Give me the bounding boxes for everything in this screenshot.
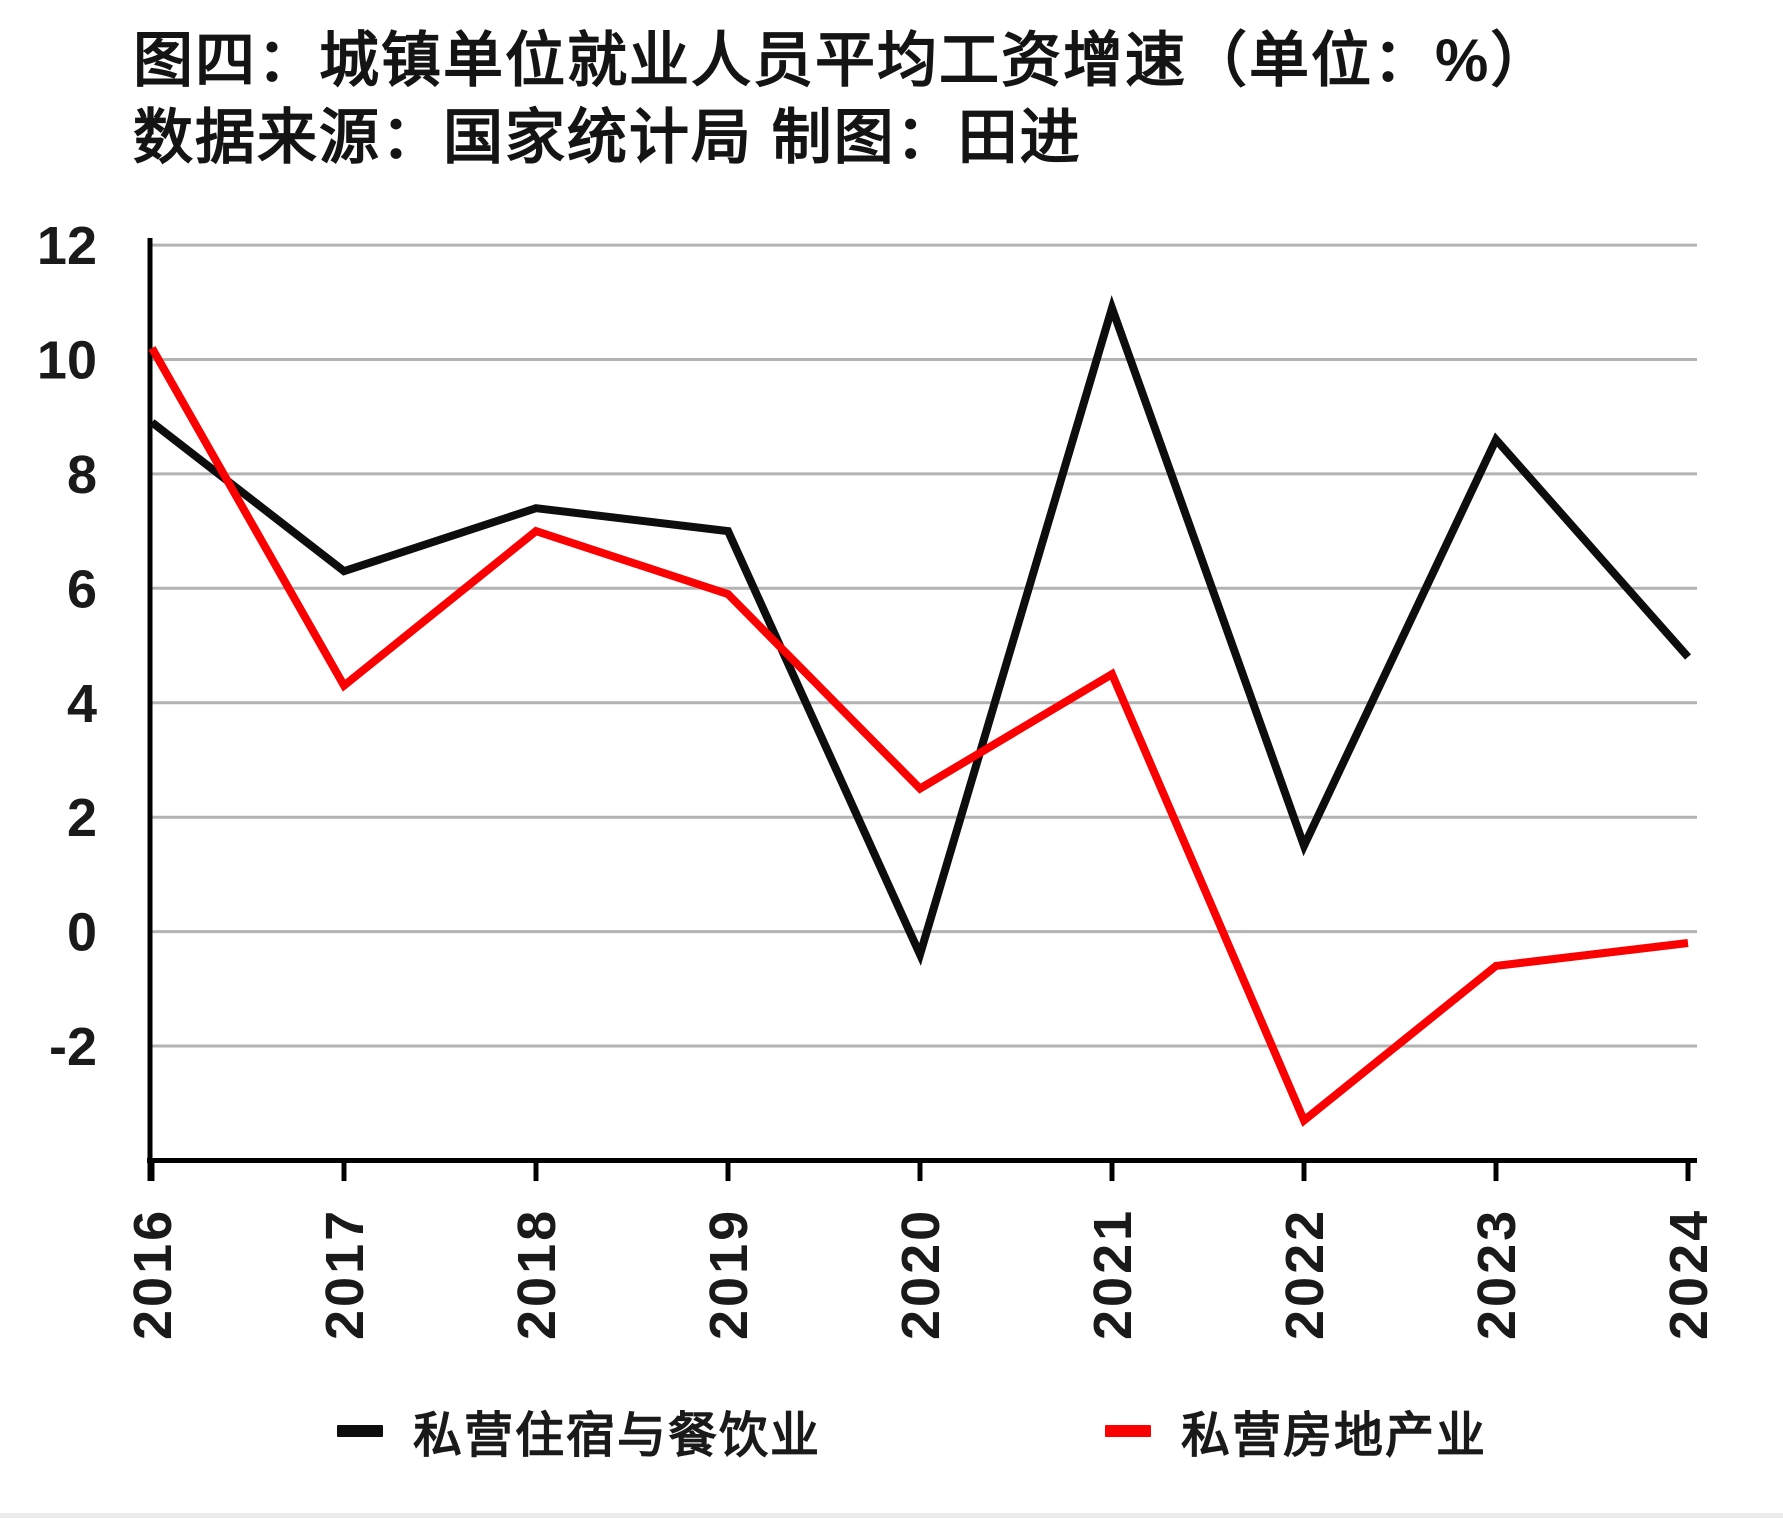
y-axis-label-8: 8 <box>67 445 97 505</box>
y-axis-label-10: 10 <box>37 331 97 391</box>
series-line-0 <box>149 295 1691 966</box>
legend-swatch-red-series <box>1105 1425 1151 1437</box>
y-axis-label-0: 0 <box>67 903 97 963</box>
y-axis-label-12: 12 <box>37 216 97 276</box>
x-axis-label-2018: 2018 <box>507 1208 567 1340</box>
x-axis-label-2020: 2020 <box>891 1208 951 1340</box>
x-axis-label-2023: 2023 <box>1467 1208 1527 1340</box>
page-bottom-border <box>0 1513 1783 1518</box>
legend-label-private-real-estate: 私营房地产业 <box>1181 1408 1488 1463</box>
chart-legend: 私营住宿与餐饮业 私营房地产业 <box>0 1401 1783 1463</box>
y-axis-label-2: 2 <box>67 788 97 848</box>
x-axis-label-2019: 2019 <box>699 1208 759 1340</box>
chart-header: 图四：城镇单位就业人员平均工资增速（单位：%） 数据来源：国家统计局 制图：田进 <box>133 22 1552 176</box>
chart-title: 图四：城镇单位就业人员平均工资增速（单位：%） <box>133 27 1553 94</box>
chart-source-note: 数据来源：国家统计局 制图：田进 <box>133 104 1082 171</box>
y-axis-label-6: 6 <box>67 559 97 619</box>
legend-item-private-accommodation-catering: 私营住宿与餐饮业 <box>337 1401 821 1463</box>
x-axis-label-2017: 2017 <box>315 1208 375 1340</box>
y-axis-label-4: 4 <box>67 674 97 734</box>
y-axis-label--2: -2 <box>49 1017 97 1077</box>
x-axis-label-2016: 2016 <box>123 1208 183 1340</box>
legend-label-private-accommodation-catering: 私营住宿与餐饮业 <box>413 1408 822 1463</box>
x-axis-label-2021: 2021 <box>1083 1208 1143 1340</box>
series-line-1 <box>148 346 1689 1127</box>
x-axis-label-2022: 2022 <box>1275 1208 1335 1340</box>
legend-item-private-real-estate: 私营房地产业 <box>1105 1401 1487 1463</box>
legend-swatch-black-series <box>337 1425 383 1437</box>
x-axis-label-2024: 2024 <box>1659 1208 1719 1340</box>
